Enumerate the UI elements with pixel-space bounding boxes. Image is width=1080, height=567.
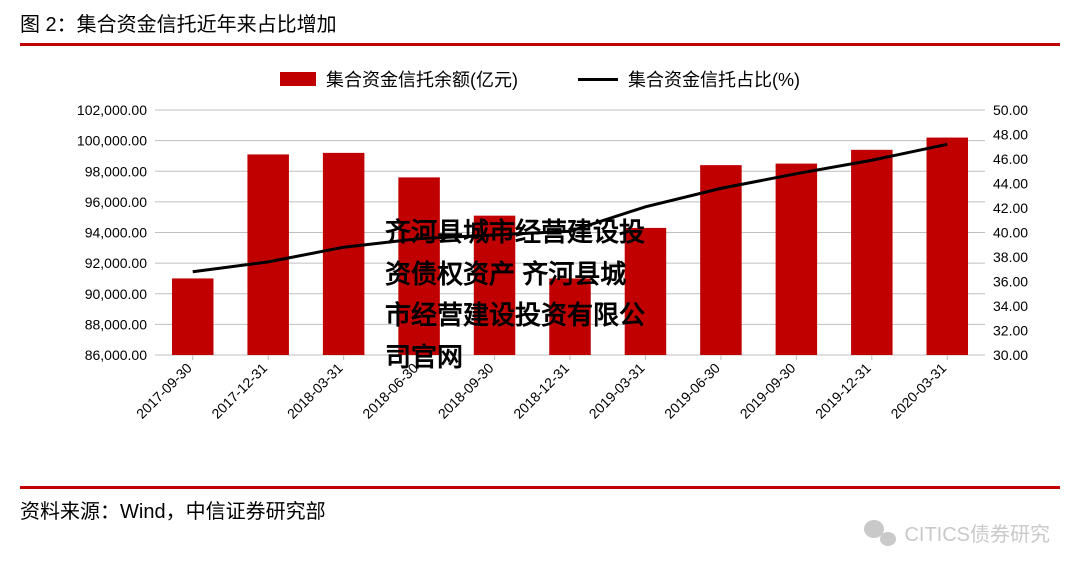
svg-text:86,000.00: 86,000.00 [85, 347, 147, 363]
svg-text:92,000.00: 92,000.00 [85, 255, 147, 271]
svg-text:40.00: 40.00 [993, 225, 1028, 241]
source-text: 资料来源：Wind，中信证券研究部 [20, 501, 326, 523]
svg-text:2018-06-30: 2018-06-30 [359, 360, 421, 422]
bar-swatch-icon [280, 72, 316, 86]
figure-container: 图 2：集合资金信托近年来占比增加 集合资金信托余额(亿元) 集合资金信托占比(… [0, 0, 1080, 567]
svg-text:32.00: 32.00 [993, 323, 1028, 339]
svg-text:42.00: 42.00 [993, 200, 1028, 216]
svg-text:2018-03-31: 2018-03-31 [284, 360, 346, 422]
svg-text:44.00: 44.00 [993, 176, 1028, 192]
legend-bar-label: 集合资金信托余额(亿元) [326, 66, 518, 92]
svg-text:2020-03-31: 2020-03-31 [887, 360, 949, 422]
svg-text:34.00: 34.00 [993, 298, 1028, 314]
svg-text:2017-09-30: 2017-09-30 [133, 360, 195, 422]
legend-item-bar: 集合资金信托余额(亿元) [280, 66, 518, 92]
svg-text:48.00: 48.00 [993, 127, 1028, 143]
wechat-badge: CITICS债券研究 [864, 518, 1050, 547]
svg-text:2018-09-30: 2018-09-30 [435, 360, 497, 422]
svg-text:36.00: 36.00 [993, 274, 1028, 290]
chart-svg: 86,000.00 88,000.00 90,000.00 92,000.00 94,0… [30, 100, 1050, 480]
svg-text:96,000.00: 96,000.00 [85, 194, 147, 210]
figure-title: 图 2：集合资金信托近年来占比增加 [20, 8, 337, 37]
svg-text:38.00: 38.00 [993, 249, 1028, 265]
line-swatch-icon [578, 78, 618, 81]
svg-text:50.00: 50.00 [993, 102, 1028, 118]
svg-text:102,000.00: 102,000.00 [77, 102, 147, 118]
chart-wrap: 集合资金信托余额(亿元) 集合资金信托占比(%) 86,000.00 88,000… [20, 46, 1060, 486]
svg-text:2019-12-31: 2019-12-31 [812, 360, 874, 422]
svg-text:90,000.00: 90,000.00 [85, 286, 147, 302]
wechat-icon [864, 520, 896, 546]
svg-text:94,000.00: 94,000.00 [85, 225, 147, 241]
figure-title-row: 图 2：集合资金信托近年来占比增加 [20, 8, 1060, 43]
svg-text:2019-06-30: 2019-06-30 [661, 360, 723, 422]
svg-text:2019-09-30: 2019-09-30 [737, 360, 799, 422]
legend-line-label: 集合资金信托占比(%) [628, 66, 800, 92]
svg-text:30.00: 30.00 [993, 347, 1028, 363]
svg-text:2017-12-31: 2017-12-31 [208, 360, 270, 422]
legend: 集合资金信托余额(亿元) 集合资金信托占比(%) [30, 66, 1050, 92]
svg-text:46.00: 46.00 [993, 151, 1028, 167]
legend-item-line: 集合资金信托占比(%) [578, 66, 800, 92]
svg-text:100,000.00: 100,000.00 [77, 133, 147, 149]
chart-plot: 86,000.00 88,000.00 90,000.00 92,000.00 94,0… [30, 100, 1050, 480]
svg-text:2018-12-31: 2018-12-31 [510, 360, 572, 422]
svg-text:2019-03-31: 2019-03-31 [586, 360, 648, 422]
svg-text:98,000.00: 98,000.00 [85, 163, 147, 179]
svg-text:88,000.00: 88,000.00 [85, 316, 147, 332]
wechat-name: CITICS债券研究 [904, 518, 1050, 547]
